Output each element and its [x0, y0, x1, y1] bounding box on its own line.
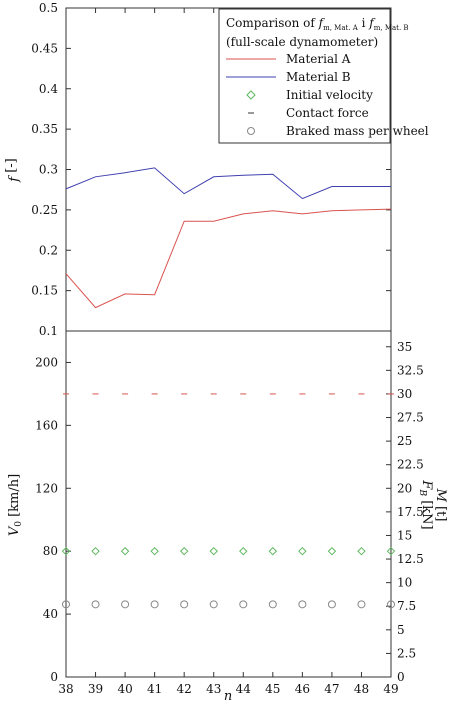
- top-y-tick-label: 0.45: [31, 41, 58, 55]
- x-tick-label: 44: [236, 682, 252, 696]
- point-initial-velocity: [150, 546, 159, 556]
- point-initial-velocity: [209, 546, 218, 556]
- bottom-y-tick-label-left: 160: [35, 418, 58, 432]
- bottom-y-tick-label-left: 120: [35, 481, 58, 495]
- legend-swatch-initial-velocity: [246, 90, 256, 100]
- bottom-y-tick-label-left: 40: [43, 607, 58, 621]
- bottom-y-tick-label-right: 25: [397, 434, 412, 448]
- bottom-y-tick-label-right: 17.5: [397, 505, 424, 519]
- top-y-tick-label: 0.15: [31, 284, 58, 298]
- point-initial-velocity: [268, 546, 278, 556]
- bottom-y-tick-label-left: 80: [43, 544, 58, 558]
- x-tick-label: 41: [147, 682, 162, 696]
- bottom-y-tick-label-right: 12.5: [397, 552, 424, 566]
- point-braked-mass-per-wheel: [62, 600, 70, 609]
- bottom-y-tick-label-right: 30: [397, 387, 412, 401]
- point-braked-mass-per-wheel: [327, 600, 336, 609]
- bottom-y-ticks-left: 200 160 120 80 40 0: [35, 355, 71, 684]
- point-braked-mass-per-wheel: [121, 600, 130, 609]
- legend-label-braked-mass: Braked mass per wheel: [286, 124, 429, 138]
- bottom-x-ticks: 38 39 40 41 42 43 44 45 46 47 48 49: [58, 8, 399, 696]
- top-y-tick-label: 0.4: [39, 82, 58, 96]
- bottom-y-tick-label-right: 0: [397, 670, 405, 684]
- point-braked-mass-per-wheel: [180, 600, 189, 609]
- top-y-tick-label: 0.25: [31, 203, 58, 217]
- bottom-y-tick-label-right: 10: [397, 576, 412, 590]
- legend-label-material-b: Material B: [286, 70, 351, 84]
- top-series: [65, 167, 392, 309]
- point-braked-mass-per-wheel: [298, 600, 307, 609]
- x-tick-label: 39: [88, 682, 103, 696]
- point-braked-mass-per-wheel: [239, 600, 248, 609]
- bottom-y-tick-label-right: 7.5: [397, 599, 416, 613]
- point-initial-velocity: [386, 546, 396, 556]
- point-initial-velocity: [239, 546, 248, 556]
- point-braked-mass-per-wheel: [357, 600, 366, 609]
- legend-title-line2: (full-scale dynamometer): [226, 35, 378, 49]
- bottom-y-tick-label-right: 22.5: [397, 458, 424, 472]
- bottom-y-axis-label-left: V0 [km/h]: [7, 474, 24, 536]
- bottom-y-tick-label-right: 2.5: [397, 646, 416, 660]
- point-initial-velocity: [298, 546, 307, 556]
- bottom-y-tick-label-right: 27.5: [397, 411, 424, 425]
- bottom-y-axis-label-right-2: M [t]: [433, 488, 448, 522]
- top-y-tick-label: 0.35: [31, 122, 58, 136]
- x-tick-label: 49: [383, 682, 398, 696]
- x-tick-label: 40: [117, 682, 132, 696]
- point-braked-mass-per-wheel: [91, 600, 100, 609]
- x-tick-label: 46: [295, 682, 310, 696]
- x-tick-label: 42: [177, 682, 192, 696]
- bottom-y-tick-label-right: 35: [397, 340, 412, 354]
- legend: Comparison of fm, Mat. A i fm, Mat. B (f…: [218, 8, 429, 144]
- top-y-axis-label: f [-]: [4, 158, 22, 182]
- x-tick-label: 38: [58, 682, 73, 696]
- point-braked-mass-per-wheel: [209, 600, 218, 609]
- top-y-tick-label: 0.2: [39, 243, 58, 257]
- bottom-y-tick-label-left: 0: [50, 670, 58, 684]
- x-tick-label: 48: [354, 682, 369, 696]
- bottom-y-ticks-right: 35 32.5 30 27.5 25 22.5 20 17.5 15 12.5 10 7.5 5 2.5 0: [386, 340, 424, 684]
- point-braked-mass-per-wheel: [387, 600, 395, 609]
- legend-box: [218, 8, 391, 144]
- bottom-y-tick-label-right: 5: [397, 623, 405, 637]
- x-tick-label: 45: [265, 682, 280, 696]
- x-axis-label: n: [224, 689, 232, 704]
- point-initial-velocity: [179, 546, 189, 556]
- legend-label-initial-velocity: Initial velocity: [286, 88, 373, 102]
- series-line-material-b: [65, 167, 391, 200]
- point-braked-mass-per-wheel: [150, 600, 159, 609]
- bottom-y-tick-label-right: 15: [397, 528, 412, 542]
- point-braked-mass-per-wheel: [268, 600, 277, 609]
- legend-title-line1: Comparison of fm, Mat. A i fm, Mat. B: [226, 16, 409, 32]
- bottom-y-tick-label-right: 32.5: [397, 363, 424, 377]
- series-line-material-a: [65, 208, 392, 309]
- bottom-y-axis-label-right-1: FB [kN]: [417, 479, 434, 529]
- bottom-y-tick-label-right: 20: [397, 481, 412, 495]
- point-initial-velocity: [327, 546, 337, 556]
- bottom-plot-area: [65, 330, 392, 678]
- top-y-ticks: 0.5 0.45 0.4 0.35 0.3 0.25 0.2 0.15 0.1: [31, 1, 391, 338]
- legend-label-material-a: Material A: [286, 52, 351, 66]
- x-tick-label: 43: [206, 682, 221, 696]
- point-initial-velocity: [61, 546, 71, 556]
- legend-label-contact-force: Contact force: [286, 106, 369, 120]
- x-tick-label: 47: [324, 682, 339, 696]
- point-initial-velocity: [120, 546, 130, 556]
- bottom-y-tick-label-left: 200: [35, 355, 58, 369]
- point-initial-velocity: [91, 546, 100, 556]
- top-y-tick-label: 0.3: [39, 163, 58, 177]
- top-y-tick-label: 0.5: [39, 1, 58, 15]
- legend-swatch-braked-mass: [247, 127, 255, 135]
- point-initial-velocity: [357, 546, 366, 556]
- bottom-series: [61, 393, 396, 609]
- top-y-tick-label: 0.1: [39, 324, 58, 338]
